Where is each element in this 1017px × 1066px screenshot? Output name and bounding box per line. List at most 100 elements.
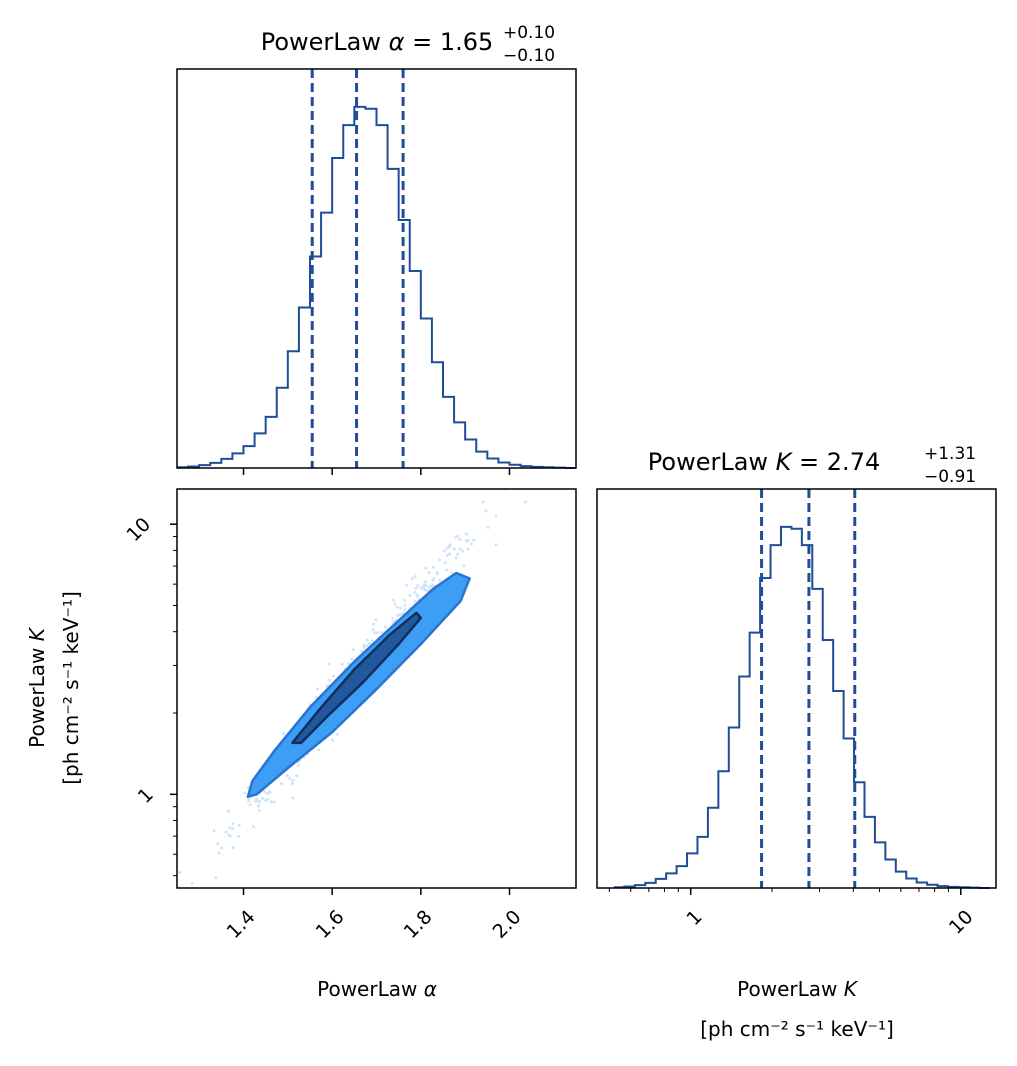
- joint-scatter-point: [396, 613, 400, 617]
- joint-scatter-point: [291, 796, 295, 800]
- joint-scatter-point: [251, 825, 255, 829]
- joint-scatter-point: [458, 538, 462, 542]
- joint-scatter-point: [372, 622, 376, 626]
- joint-scatter-point: [295, 774, 299, 778]
- joint-ylabel-line2: [ph cm⁻² s⁻¹ keV⁻¹]: [59, 591, 83, 785]
- joint-scatter-point: [257, 808, 261, 812]
- joint-scatter-point: [460, 549, 464, 553]
- joint-scatter-point: [243, 791, 247, 795]
- joint-scatter-point: [340, 662, 344, 666]
- joint-scatter-point: [424, 566, 428, 570]
- joint-scatter-point: [332, 674, 336, 678]
- joint-scatter-point: [214, 876, 218, 880]
- joint-scatter-point: [139, 916, 142, 919]
- joint-scatter-point: [279, 782, 283, 786]
- joint-scatter-point: [347, 662, 351, 666]
- k-xtick-label-10: 10: [945, 906, 978, 939]
- k-title-symbol: K: [776, 448, 794, 476]
- joint-scatter-point: [365, 638, 369, 642]
- joint-scatter-point: [427, 571, 431, 575]
- joint-xlabel-symbol: α: [424, 977, 437, 1001]
- joint-scatter-point: [415, 592, 419, 596]
- joint-scatter-point: [469, 542, 473, 546]
- joint-panel: 1.4 1.6 1.8 2.0 1 10 PowerLaw α PowerLaw…: [25, 488, 577, 1001]
- joint-scatter-point: [217, 851, 221, 855]
- joint-scatter-point: [282, 731, 286, 735]
- joint-scatter-point: [261, 796, 265, 800]
- joint-scatter-point: [413, 575, 417, 579]
- joint-scatter-point: [253, 799, 257, 803]
- joint-scatter-point: [472, 538, 476, 542]
- joint-scatter-point: [247, 797, 251, 801]
- joint-scatter-point: [413, 599, 417, 603]
- joint-scatter-point: [327, 678, 331, 682]
- joint-ylabel-symbol: K: [25, 626, 49, 641]
- joint-xtick-label-2.0: 2.0: [489, 906, 526, 943]
- joint-scatter-point: [405, 583, 409, 587]
- joint-scatter-point: [410, 577, 414, 581]
- joint-scatter-point: [248, 803, 252, 807]
- alpha-histogram-panel: PowerLaw α = 1.65 +0.10 −0.10: [176, 23, 577, 475]
- joint-scatter-point: [269, 800, 273, 804]
- alpha-title-symbol: α: [389, 28, 405, 56]
- joint-xtick-labels: 1.4 1.6 1.8 2.0: [223, 906, 526, 943]
- k-xlabel-symbol: K: [844, 977, 859, 1001]
- joint-scatter-point: [400, 612, 404, 616]
- joint-scatter-point: [351, 648, 355, 652]
- joint-ylabel-prefix: PowerLaw: [25, 641, 49, 748]
- joint-scatter-point: [288, 777, 292, 781]
- joint-scatter-point: [212, 829, 216, 833]
- joint-scatter-point: [464, 532, 468, 536]
- joint-scatter-point: [374, 618, 378, 622]
- joint-scatter-point: [486, 525, 490, 529]
- joint-scatter-point: [393, 602, 397, 606]
- joint-ytick-labels: 1 10: [122, 513, 157, 807]
- joint-ylabel: PowerLaw K [ph cm⁻² s⁻¹ keV⁻¹]: [25, 591, 83, 785]
- joint-xlabel-prefix: PowerLaw: [317, 977, 424, 1001]
- joint-scatter-point: [362, 646, 366, 650]
- joint-xlabel: PowerLaw α: [317, 977, 437, 1001]
- joint-scatter-point: [220, 846, 224, 850]
- joint-scatter-point: [178, 871, 182, 875]
- joint-scatter-point: [403, 598, 407, 602]
- joint-scatter-point: [231, 826, 235, 830]
- joint-scatter-point: [424, 588, 428, 592]
- joint-scatter-point: [331, 738, 335, 742]
- k-title-value: = 2.74: [791, 448, 880, 476]
- joint-scatter-point: [256, 799, 260, 803]
- joint-xtick-label-1.4: 1.4: [223, 906, 260, 943]
- joint-scatter-point: [226, 809, 230, 813]
- joint-scatter-point: [367, 641, 371, 645]
- joint-scatter-point: [390, 616, 394, 620]
- k-histogram-title: PowerLaw K = 2.74: [648, 448, 880, 476]
- joint-scatter-point: [231, 822, 235, 826]
- k-histogram-frame: [596, 488, 997, 889]
- joint-scatter-point: [403, 607, 407, 611]
- joint-scatter-point: [494, 543, 498, 547]
- joint-scatter-point: [392, 620, 396, 624]
- k-histogram-panel: PowerLaw K = 2.74 +1.31 −0.91 1 10 Power…: [596, 444, 997, 1041]
- joint-scatter-point: [432, 577, 436, 581]
- joint-scatter-point: [391, 598, 395, 602]
- joint-scatter-point: [360, 649, 364, 653]
- alpha-title-prefix: PowerLaw: [261, 28, 389, 56]
- joint-scatter-point: [424, 580, 428, 584]
- joint-scatter-point: [272, 800, 276, 804]
- joint-scatter-point: [484, 509, 488, 513]
- joint-scatter-point: [445, 554, 449, 558]
- joint-scatter-point: [228, 834, 232, 838]
- joint-scatter-point: [290, 781, 294, 785]
- joint-scatter-point: [466, 538, 470, 542]
- joint-scatter-point: [370, 639, 374, 643]
- joint-scatter-point: [413, 590, 417, 594]
- joint-scatter-point: [399, 606, 403, 610]
- joint-scatter-point: [448, 552, 452, 556]
- joint-scatter-point: [419, 586, 423, 590]
- k-title-prefix: PowerLaw: [648, 448, 776, 476]
- joint-scatter-point: [285, 774, 289, 778]
- joint-scatter-point: [452, 547, 456, 551]
- joint-scatter-point: [454, 535, 458, 539]
- joint-scatter-point: [444, 561, 448, 565]
- joint-scatter-point: [395, 605, 399, 609]
